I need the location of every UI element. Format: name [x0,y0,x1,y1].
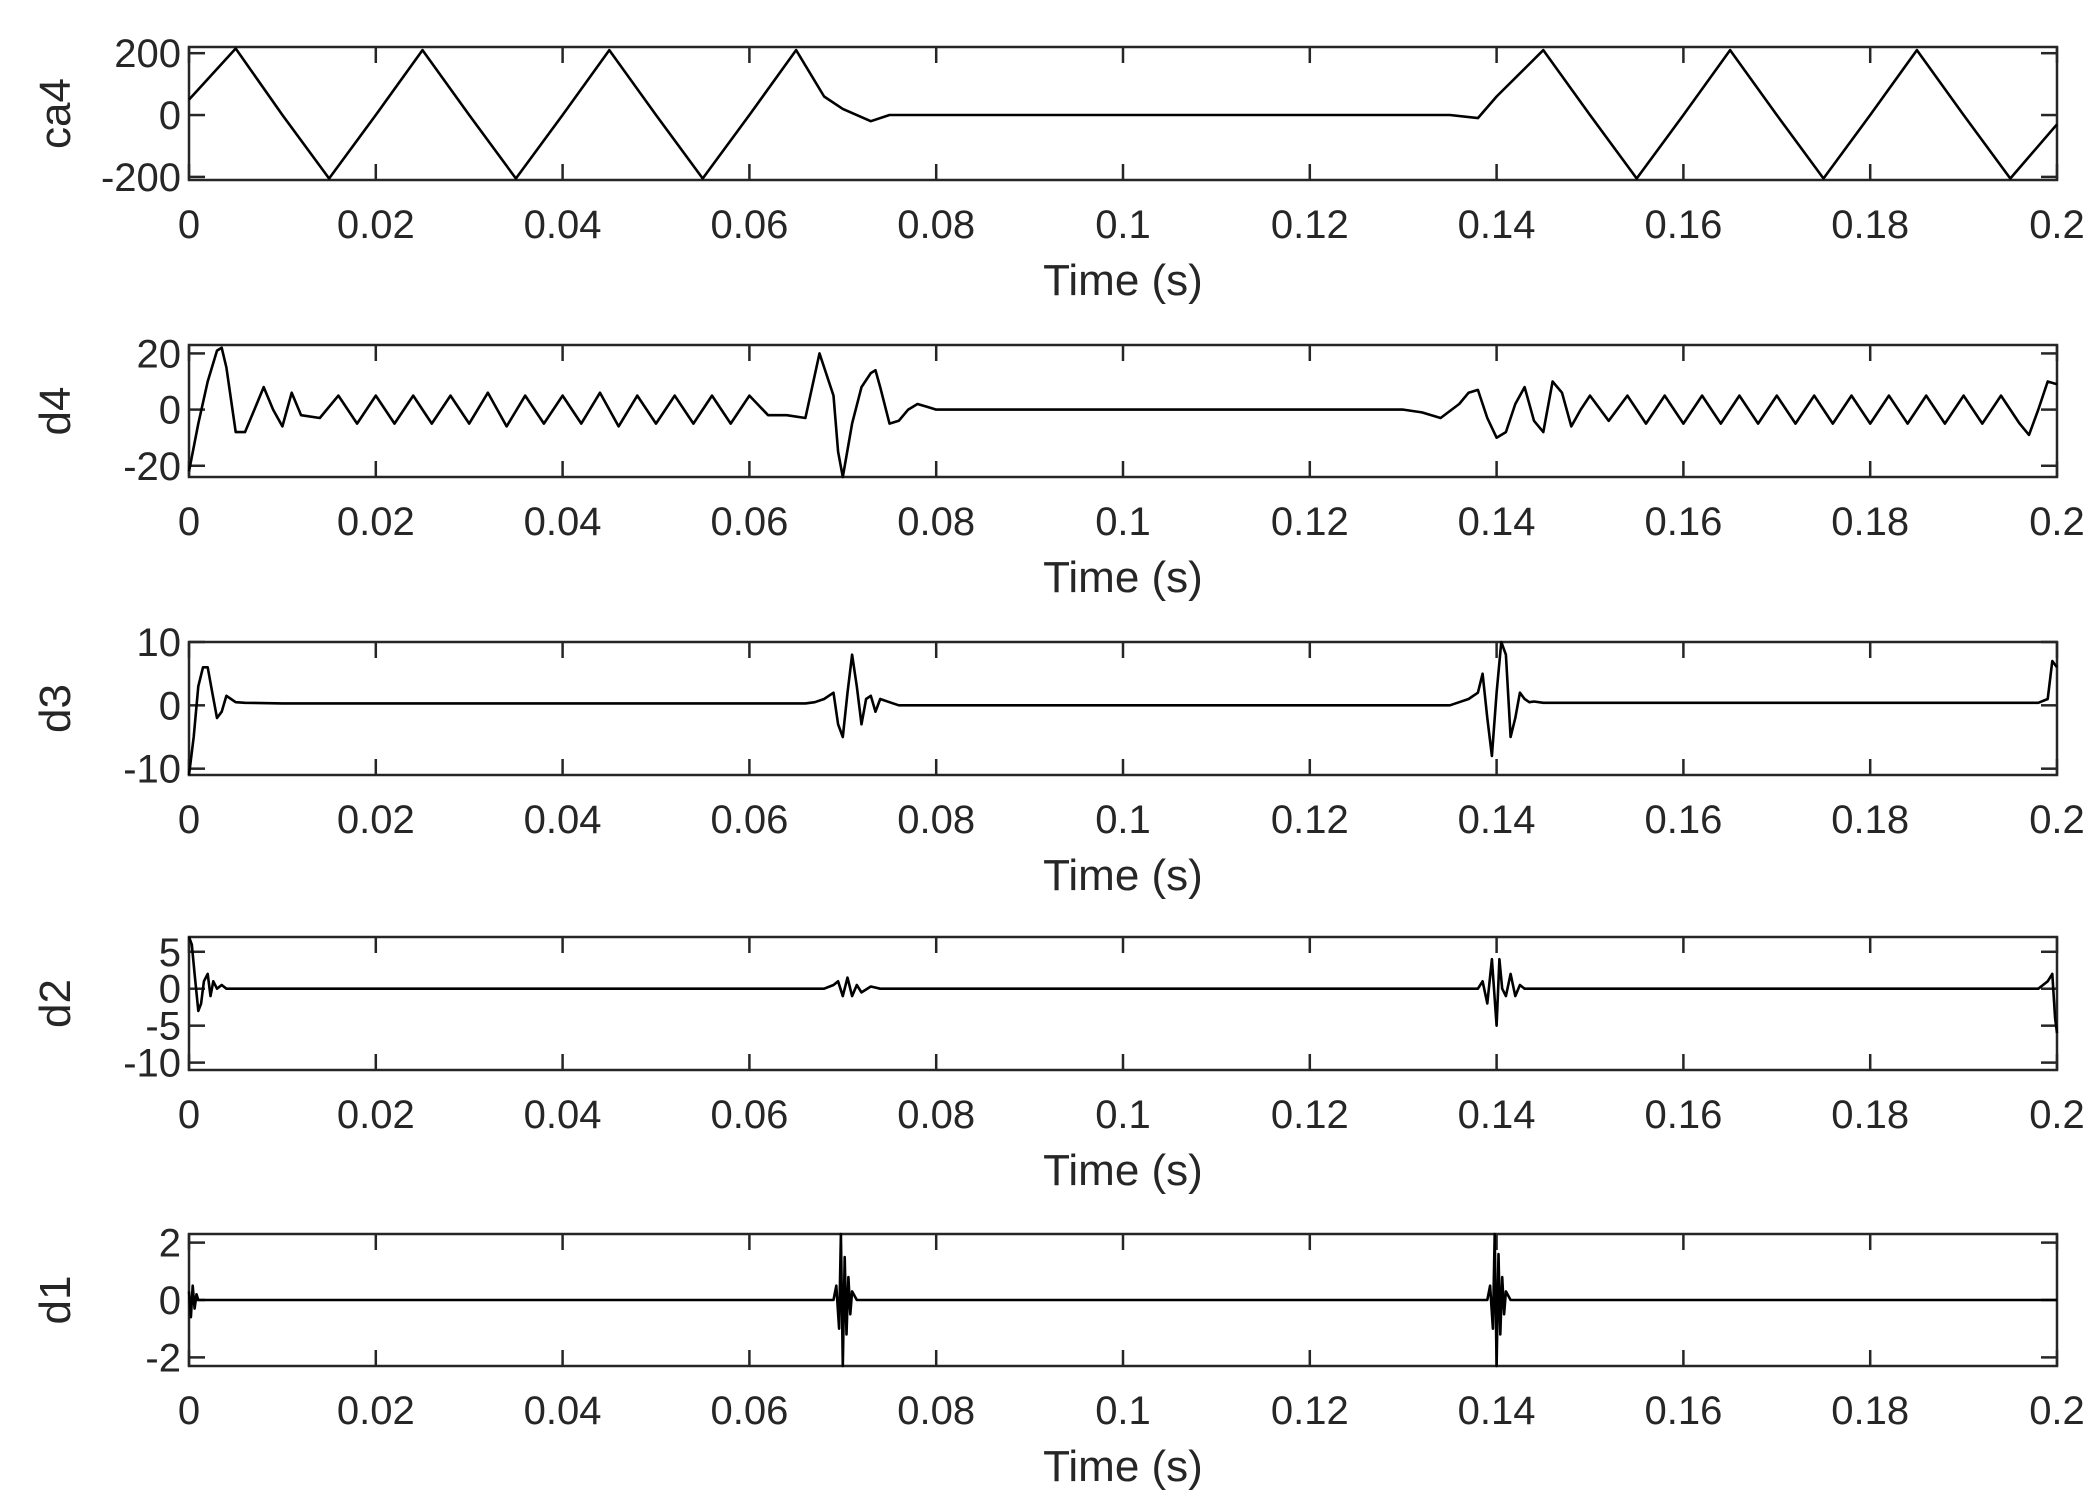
x-tick-label: 0.12 [1271,203,1349,247]
x-tick-label: 0.06 [710,203,788,247]
x-tick-label: 0.18 [1831,1389,1909,1433]
y-tick-label: -5 [145,1005,181,1049]
y-tick-label: 5 [159,931,181,975]
x-tick-label: 0 [178,500,200,544]
y-axis-label: d3 [31,684,80,733]
y-tick-label: 10 [137,621,182,665]
x-tick-label: 0.14 [1458,203,1536,247]
x-tick-label: 0.1 [1095,1093,1151,1137]
axes-frame [187,640,2059,777]
x-tick-label: 0.18 [1831,1093,1909,1137]
x-axis-label: Time (s) [1043,851,1203,900]
x-tick-label: 0.14 [1458,1093,1536,1137]
x-tick-label: 0.14 [1458,500,1536,544]
series-line-d3 [187,640,2059,776]
y-axis-label: d4 [31,387,80,436]
x-tick-label: 0.12 [1271,1093,1349,1137]
y-tick-label: -200 [101,156,181,200]
x-tick-label: 0.08 [897,1093,975,1137]
y-axis-label: d2 [31,979,80,1028]
x-tick-label: 0.02 [337,798,415,842]
x-axis-label: Time (s) [1043,1442,1203,1491]
x-tick-label: 0.02 [337,1093,415,1137]
x-tick-label: 0.02 [337,203,415,247]
x-tick-label: 0.06 [710,798,788,842]
y-tick-label: -10 [123,748,181,792]
x-tick-label: 0.08 [897,798,975,842]
x-tick-label: 0.06 [710,1093,788,1137]
series-line-d4 [187,346,2058,479]
series-line-ca4 [188,47,2058,180]
x-axis-label: Time (s) [1043,256,1203,305]
x-tick-label: 0.06 [710,500,788,544]
x-tick-label: 0.1 [1095,798,1151,842]
x-tick-label: 0.02 [337,500,415,544]
series-line-d2 [187,936,2059,1034]
y-axis-label: ca4 [31,78,80,149]
x-tick-label: 0.14 [1458,1389,1536,1433]
x-tick-label: 0 [178,798,200,842]
x-tick-label: 0.1 [1095,500,1151,544]
x-tick-label: 0.1 [1095,203,1151,247]
y-tick-label: -2 [145,1336,181,1380]
x-tick-label: 0.08 [897,500,975,544]
x-tick-label: 0.02 [337,1389,415,1433]
subplot-ca4: 0 0.02 0.04 0.06 0.08 0.1 0.12 0.14 0.16 0.18 0.2 2… [31,32,2085,305]
y-tick-label: 0 [159,94,181,138]
subplot-d4: 0 0.02 0.04 0.06 0.08 0.1 0.12 0.14 0.16 0.18 0.2 2… [31,332,2085,602]
x-tick-label: 0.12 [1271,1389,1349,1433]
x-tick-label: 0.04 [524,203,602,247]
y-tick-label: 0 [159,389,181,433]
x-tick-label: 0.16 [1644,1389,1722,1433]
x-tick-label: 0.14 [1458,798,1536,842]
x-tick-label: 0.06 [710,1389,788,1433]
x-axis-label: Time (s) [1043,553,1203,602]
x-tick-label: 0.16 [1644,500,1722,544]
x-tick-label: 0.18 [1831,500,1909,544]
x-tick-label: 0.08 [897,203,975,247]
x-tick-label: 0.1 [1095,1389,1151,1433]
axes-frame [187,343,2059,479]
subplot-d1: 0 0.02 0.04 0.06 0.08 0.1 0.12 0.14 0.16 0.18 0.2 2… [31,1222,2085,1491]
axes-frame [187,935,2059,1072]
x-tick-label: 0.2 [2029,203,2085,247]
x-tick-label: 0.08 [897,1389,975,1433]
x-tick-label: 0 [178,1093,200,1137]
x-tick-label: 0.04 [524,1093,602,1137]
y-tick-label: -20 [123,445,181,489]
subplot-d3: 0 0.02 0.04 0.06 0.08 0.1 0.12 0.14 0.16 0.18 0.2 1… [31,621,2085,900]
x-tick-label: 0.18 [1831,203,1909,247]
x-tick-label: 0.2 [2029,1389,2085,1433]
y-axis-label: d1 [31,1276,80,1325]
x-tick-label: 0.04 [524,798,602,842]
y-tick-label: 2 [159,1222,181,1266]
y-tick-label: 0 [159,1279,181,1323]
x-tick-label: 0.12 [1271,500,1349,544]
y-tick-label: 20 [137,332,182,376]
y-tick-label: 0 [159,684,181,728]
y-tick-label: -10 [123,1042,181,1086]
x-tick-label: 0.04 [524,500,602,544]
x-tick-label: 0.18 [1831,798,1909,842]
x-tick-label: 0 [178,203,200,247]
subplot-d2: 0 0.02 0.04 0.06 0.08 0.1 0.12 0.14 0.16 0.18 0.2 5… [31,931,2085,1195]
x-tick-label: 0 [178,1389,200,1433]
x-tick-label: 0.12 [1271,798,1349,842]
series-line-d1 [187,1232,2057,1368]
x-tick-label: 0.04 [524,1389,602,1433]
x-tick-label: 0.2 [2029,798,2085,842]
x-tick-label: 0.16 [1644,203,1722,247]
x-tick-label: 0.16 [1644,798,1722,842]
x-tick-label: 0.2 [2029,500,2085,544]
x-tick-label: 0.16 [1644,1093,1722,1137]
y-tick-label: 0 [159,968,181,1012]
y-tick-label: 200 [114,32,181,76]
x-tick-label: 0.2 [2029,1093,2085,1137]
x-axis-label: Time (s) [1043,1146,1203,1195]
